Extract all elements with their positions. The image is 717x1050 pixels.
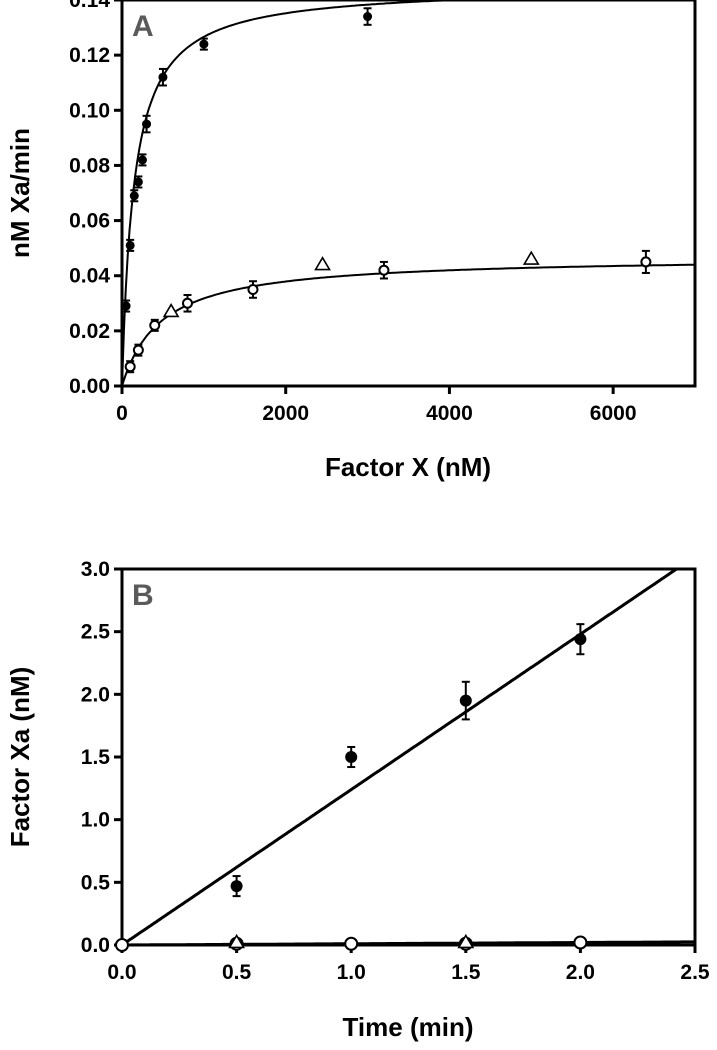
data-point-open-circle: [247, 284, 259, 295]
data-point-filled-circle: [125, 240, 135, 250]
data-point-filled-circle: [133, 177, 143, 187]
x-axis-title: Time (min): [343, 1012, 474, 1042]
data-point-filled-circle: [230, 880, 243, 893]
y-tick-label: 0.10: [69, 99, 110, 122]
x-tick-label: 2000: [262, 402, 309, 425]
data-point-open-circle: [344, 936, 359, 951]
data-point-open-circle: [124, 361, 136, 373]
data-point-open-triangle: [162, 302, 180, 318]
data-point-filled-circle: [199, 39, 209, 49]
y-tick-label: 0.0: [81, 934, 110, 957]
data-point-open-triangle: [228, 933, 245, 949]
panel-label: B: [132, 579, 154, 612]
data-point-open-circle: [115, 938, 129, 952]
data-point-open-triangle: [314, 256, 331, 271]
y-tick-label: 2.5: [81, 621, 111, 644]
x-tick-label: 0.5: [222, 961, 252, 984]
plot-frame: [120, 567, 697, 947]
y-tick-label: 0.04: [69, 265, 110, 288]
data-point-filled-circle: [142, 119, 152, 129]
x-tick-label: 2.0: [566, 961, 595, 984]
y-tick-label: 1.5: [81, 746, 111, 769]
data-point-open-circle: [132, 344, 144, 356]
chart-panel-a: A 0 2000 4000 6000 0.00 0.02 0.04 0.06 0.08 0.10 0…: [5, 0, 697, 482]
data-point-open-triangle: [522, 250, 540, 265]
data-point-open-circle: [378, 264, 390, 276]
x-tick-label: 6000: [590, 402, 637, 425]
data-point-filled-circle: [158, 72, 168, 82]
data-point-filled-circle: [574, 633, 587, 646]
y-tick-label: 0.14: [69, 0, 110, 12]
data-point-open-triangle: [457, 933, 475, 949]
panel-label: A: [132, 10, 154, 43]
plot-frame: [120, 0, 697, 388]
fit-line-1: [121, 0, 455, 387]
data-point-filled-circle: [129, 191, 139, 201]
x-tick-label: 0: [116, 402, 128, 425]
y-tick-label: 2.0: [81, 683, 110, 706]
y-tick-label: 0.00: [69, 375, 110, 398]
y-axis-title: nM Xa/min: [5, 128, 35, 258]
y-tick-label: 0.06: [69, 210, 110, 233]
x-tick-label: 0.0: [107, 961, 136, 984]
data-point-open-circle: [640, 256, 652, 268]
x-tick-label: 4000: [426, 402, 473, 425]
y-tick-label: 3.0: [81, 558, 110, 581]
data-point-filled-circle: [363, 12, 373, 22]
chart-panel-b: B 0.0 0.5 1.0 1.5 2.0 2.5 0.0 0.5 1.0 1.5 2.0 2.5 3.…: [5, 558, 710, 1042]
x-tick-label: 1.5: [451, 961, 481, 984]
y-tick-label: 1.0: [81, 809, 110, 832]
y-tick-label: 0.08: [69, 154, 110, 177]
x-tick-label: 2.5: [680, 961, 710, 984]
y-tick-label: 0.5: [81, 871, 111, 894]
fit-line-2: [121, 263, 696, 387]
x-tick-label: 1.0: [337, 961, 366, 984]
x-axis-title: Factor X (nM): [325, 452, 491, 482]
y-tick-label: 0.02: [69, 320, 110, 343]
data-point-open-circle: [149, 319, 161, 331]
data-point-filled-circle: [345, 751, 358, 763]
y-tick-label: 0.12: [69, 44, 110, 67]
data-point-filled-circle: [137, 155, 147, 165]
data-point-filled-circle: [121, 301, 131, 311]
data-point-filled-circle: [459, 694, 472, 707]
fit-line-1: [121, 567, 678, 947]
fit-line-2: [122, 940, 695, 947]
y-axis-title: Factor Xa (nM): [5, 667, 35, 848]
data-point-open-circle: [573, 935, 588, 950]
data-point-open-circle: [181, 297, 193, 309]
